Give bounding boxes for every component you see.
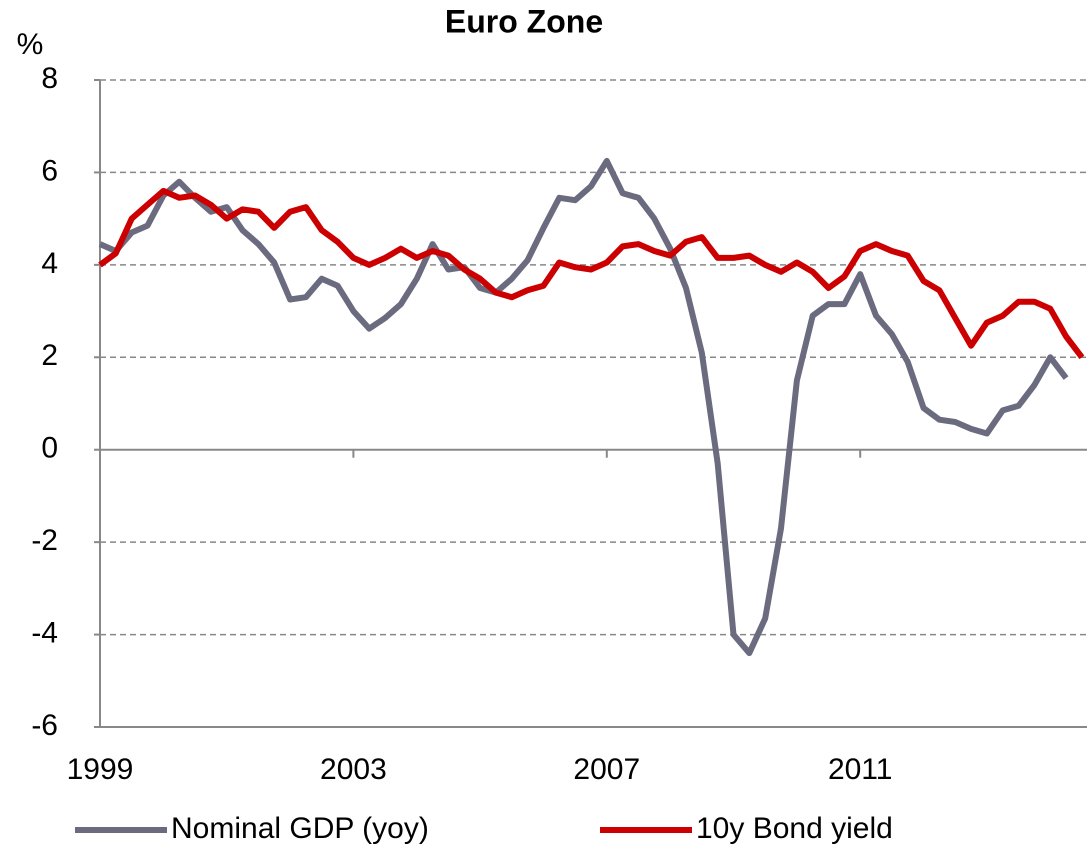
- y-tick-label: 6: [41, 154, 58, 187]
- legend-label: 10y Bond yield: [696, 812, 893, 845]
- x-tick-label: 1999: [67, 753, 134, 786]
- y-axis-label: %: [17, 28, 44, 61]
- y-tick-label: 0: [41, 432, 58, 465]
- x-tick-label: 2003: [320, 753, 387, 786]
- line-series: [98, 157, 1069, 657]
- x-tick-label: 2011: [828, 753, 893, 786]
- y-tick-label: -4: [31, 616, 58, 649]
- chart-title: Euro Zone: [445, 3, 603, 39]
- x-tick-label: 2007: [573, 753, 640, 786]
- y-tick-label: 2: [41, 339, 58, 372]
- y-tick-label: 8: [41, 62, 58, 95]
- line-series: [98, 187, 1085, 360]
- y-tick-label: -6: [31, 709, 58, 742]
- y-tick-label: -2: [31, 524, 58, 557]
- y-tick-label: 4: [41, 247, 58, 280]
- legend-label: Nominal GDP (yoy): [171, 812, 429, 845]
